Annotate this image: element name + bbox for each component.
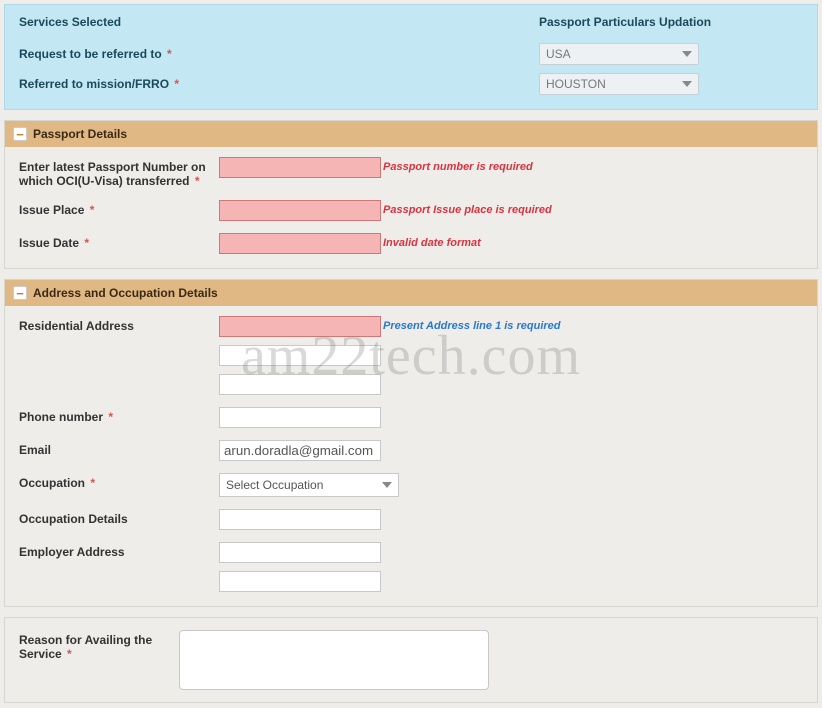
passport-number-text: Enter latest Passport Number on which OC… xyxy=(19,160,206,188)
issue-date-text: Issue Date xyxy=(19,236,79,250)
employer-address-label: Employer Address xyxy=(19,542,219,559)
address-occupation-header: − Address and Occupation Details xyxy=(5,280,817,306)
address-occupation-body: Residential Address Present Address line… xyxy=(5,306,817,606)
employer-address-line1-input[interactable] xyxy=(219,542,381,563)
passport-details-panel: − Passport Details Enter latest Passport… xyxy=(4,120,818,269)
address-line1-error: Present Address line 1 is required xyxy=(383,316,561,337)
chevron-down-icon xyxy=(682,51,692,57)
required-asterisk: * xyxy=(164,47,172,61)
address-occupation-title: Address and Occupation Details xyxy=(33,286,218,300)
residential-address-label: Residential Address xyxy=(19,316,219,333)
request-referred-value: USA xyxy=(546,47,571,61)
request-referred-text: Request to be referred to xyxy=(19,47,162,61)
employer-address-line2-input[interactable] xyxy=(219,571,381,592)
email-label: Email xyxy=(19,440,219,457)
passport-number-input[interactable] xyxy=(219,157,381,178)
reason-label: Reason for Availing the Service * xyxy=(19,630,179,661)
occupation-placeholder: Select Occupation xyxy=(226,478,323,492)
issue-date-input[interactable] xyxy=(219,233,381,254)
email-input[interactable] xyxy=(219,440,381,461)
phone-number-label: Phone number * xyxy=(19,407,219,424)
passport-number-error: Passport number is required xyxy=(383,157,533,173)
phone-number-text: Phone number xyxy=(19,410,103,424)
required-asterisk: * xyxy=(81,236,89,250)
issue-place-text: Issue Place xyxy=(19,203,84,217)
issue-date-label: Issue Date * xyxy=(19,233,219,250)
services-selected-title: Services Selected xyxy=(19,15,539,29)
minus-icon: − xyxy=(16,287,24,300)
mission-frro-label: Referred to mission/FRRO * xyxy=(19,77,539,91)
phone-number-input[interactable] xyxy=(219,407,381,428)
required-asterisk: * xyxy=(105,410,113,424)
required-asterisk: * xyxy=(87,476,95,490)
chevron-down-icon xyxy=(682,81,692,87)
passport-number-label: Enter latest Passport Number on which OC… xyxy=(19,157,219,188)
passport-updation-title: Passport Particulars Updation xyxy=(539,15,711,29)
occupation-details-input[interactable] xyxy=(219,509,381,530)
request-referred-label: Request to be referred to * xyxy=(19,47,539,61)
issue-place-error: Passport Issue place is required xyxy=(383,200,552,216)
required-asterisk: * xyxy=(86,203,94,217)
occupation-select[interactable]: Select Occupation xyxy=(219,473,399,497)
reason-textarea[interactable] xyxy=(179,630,489,690)
request-referred-select[interactable]: USA xyxy=(539,43,699,65)
reason-panel: Reason for Availing the Service * xyxy=(4,617,818,703)
issue-place-label: Issue Place * xyxy=(19,200,219,217)
collapse-toggle[interactable]: − xyxy=(13,286,27,300)
reason-text: Reason for Availing the Service xyxy=(19,633,152,661)
passport-details-header: − Passport Details xyxy=(5,121,817,147)
mission-frro-select[interactable]: HOUSTON xyxy=(539,73,699,95)
passport-details-body: Enter latest Passport Number on which OC… xyxy=(5,147,817,268)
occupation-details-label: Occupation Details xyxy=(19,509,219,526)
address-line2-input[interactable] xyxy=(219,345,381,366)
occupation-label: Occupation * xyxy=(19,473,219,490)
issue-date-error: Invalid date format xyxy=(383,233,481,249)
minus-icon: − xyxy=(16,128,24,141)
collapse-toggle[interactable]: − xyxy=(13,127,27,141)
occupation-text: Occupation xyxy=(19,476,85,490)
mission-frro-value: HOUSTON xyxy=(546,77,606,91)
chevron-down-icon xyxy=(382,482,392,488)
address-line1-input[interactable] xyxy=(219,316,381,337)
address-line3-input[interactable] xyxy=(219,374,381,395)
address-occupation-panel: − Address and Occupation Details Residen… xyxy=(4,279,818,607)
required-asterisk: * xyxy=(64,647,72,661)
required-asterisk: * xyxy=(195,174,200,188)
required-asterisk: * xyxy=(171,77,179,91)
mission-frro-text: Referred to mission/FRRO xyxy=(19,77,169,91)
services-selected-panel: Services Selected Passport Particulars U… xyxy=(4,4,818,110)
passport-details-title: Passport Details xyxy=(33,127,127,141)
issue-place-input[interactable] xyxy=(219,200,381,221)
